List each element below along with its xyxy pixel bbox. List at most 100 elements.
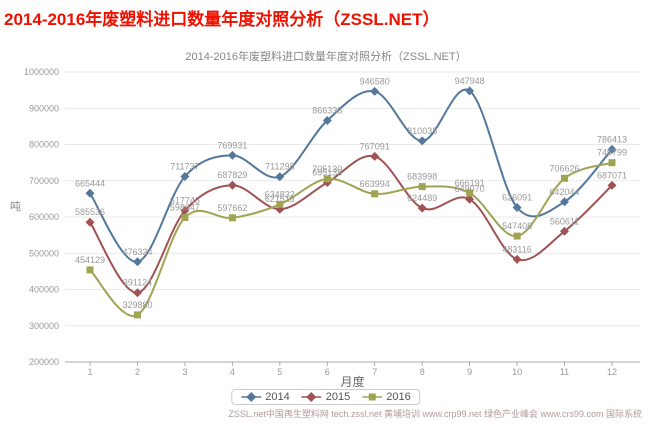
legend-item-2014[interactable]: 2014: [241, 391, 290, 403]
legend-item-label: 2014: [265, 391, 290, 403]
data-label: 585536: [75, 207, 105, 217]
data-label: 665444: [75, 178, 105, 188]
data-point-2014[interactable]: [133, 257, 142, 267]
data-label: 624489: [407, 193, 437, 203]
y-tick-label: 700000: [29, 176, 59, 186]
data-label: 329880: [122, 300, 152, 310]
x-tick-label: 1: [87, 367, 92, 377]
legend-item-2016[interactable]: 2016: [362, 391, 411, 403]
x-tick-label: 12: [607, 367, 617, 377]
data-point-2016[interactable]: [323, 175, 331, 183]
series-line-2016: [89, 161, 613, 317]
data-point-2015[interactable]: [607, 180, 617, 190]
data-label: 683998: [407, 172, 437, 182]
data-point-2014[interactable]: [275, 172, 285, 182]
data-point-2014[interactable]: [417, 136, 427, 146]
data-point-2014[interactable]: [322, 116, 332, 125]
data-label: 476324: [122, 247, 152, 257]
data-point-2014[interactable]: [560, 197, 569, 207]
data-label: 560611: [550, 216, 579, 226]
data-point-2016[interactable]: [276, 200, 284, 208]
data-label: 947948: [455, 76, 485, 86]
y-tick-label: 1000000: [24, 67, 59, 77]
data-label: 454129: [75, 255, 105, 265]
legend-marker-icon: [241, 392, 262, 402]
data-label: 547408: [502, 221, 532, 231]
x-tick-label: 2: [135, 367, 140, 377]
data-point-2014[interactable]: [465, 86, 475, 96]
data-point-2014[interactable]: [180, 172, 190, 181]
main-title: 2014-2016年废塑料进口数量年度对照分析（ZSSL.NET）: [4, 10, 440, 29]
data-point-2014[interactable]: [512, 203, 522, 212]
data-point-2014[interactable]: [85, 188, 95, 198]
data-label: 663994: [360, 179, 390, 189]
chart-title: 2014-2016年废塑料进口数量年度对照分析（ZSSL.NET）: [185, 51, 467, 63]
legend-marker-icon: [301, 392, 322, 402]
data-point-2016[interactable]: [466, 189, 474, 197]
x-tick-label: 4: [230, 367, 235, 377]
y-tick-label: 600000: [29, 212, 59, 222]
x-tick-label: 6: [325, 367, 330, 377]
data-point-2014[interactable]: [370, 86, 380, 96]
data-point-2014[interactable]: [227, 150, 237, 160]
data-point-2016[interactable]: [371, 190, 379, 198]
data-label: 749799: [597, 148, 627, 158]
data-point-2016[interactable]: [561, 174, 568, 182]
data-label: 634832: [265, 189, 295, 199]
data-label: 649070: [455, 184, 485, 194]
data-point-2016[interactable]: [608, 159, 616, 167]
data-point-2015[interactable]: [560, 226, 569, 236]
data-label: 391124: [123, 278, 152, 288]
data-point-2015[interactable]: [465, 194, 475, 204]
data-label: 769931: [217, 140, 247, 150]
data-point-2016[interactable]: [513, 232, 521, 240]
data-label: 767091: [360, 141, 390, 151]
x-tick-label: 7: [372, 367, 377, 377]
x-tick-label: 9: [467, 367, 472, 377]
y-tick-label: 200000: [29, 357, 59, 367]
data-point-2014[interactable]: [607, 144, 617, 154]
data-label: 687829: [217, 170, 247, 180]
data-label: 598647: [170, 203, 200, 213]
legend-marker-icon: [362, 393, 383, 401]
data-point-2015[interactable]: [370, 151, 380, 161]
footer-watermark: ZSSL.net中国再生塑料网 tech.zssl.net 黄埔培训 www.c…: [228, 409, 642, 419]
y-tick-label: 300000: [29, 321, 59, 331]
data-point-2015[interactable]: [227, 180, 237, 190]
x-tick-label: 10: [512, 367, 522, 377]
data-label: 705130: [312, 164, 342, 174]
data-label: 711298: [265, 162, 294, 172]
data-label: 626091: [502, 193, 532, 203]
data-point-2016[interactable]: [86, 266, 94, 274]
data-point-2015[interactable]: [417, 203, 427, 213]
data-label: 946580: [360, 76, 390, 86]
legend-item-2015[interactable]: 2015: [301, 391, 351, 403]
x-tick-label: 3: [182, 367, 187, 377]
series-line-2015: [89, 154, 613, 294]
x-tick-label: 5: [277, 367, 282, 377]
y-tick-label: 900000: [29, 103, 59, 113]
data-label: 621513: [265, 194, 295, 204]
legend-item-label: 2015: [325, 391, 351, 403]
data-point-2015[interactable]: [512, 254, 522, 264]
data-label: 483116: [502, 244, 531, 254]
data-point-2016[interactable]: [181, 214, 189, 221]
x-axis-title: 月度: [340, 375, 365, 389]
x-tick-label: 11: [560, 367, 569, 377]
data-point-2015[interactable]: [133, 288, 142, 298]
data-point-2016[interactable]: [418, 183, 426, 191]
data-point-2015[interactable]: [180, 206, 190, 216]
data-point-2016[interactable]: [228, 214, 236, 222]
data-point-2015[interactable]: [85, 217, 95, 227]
data-point-2016[interactable]: [134, 311, 141, 319]
data-label: 597662: [217, 203, 247, 213]
y-tick-label: 400000: [29, 285, 59, 295]
data-label: 666191: [455, 178, 485, 188]
data-label: 642044: [549, 187, 579, 197]
data-label: 810038: [407, 126, 437, 136]
legend: 2014 2015 2016: [231, 389, 421, 405]
data-label: 695139: [312, 168, 342, 178]
data-label: 786413: [597, 134, 627, 144]
